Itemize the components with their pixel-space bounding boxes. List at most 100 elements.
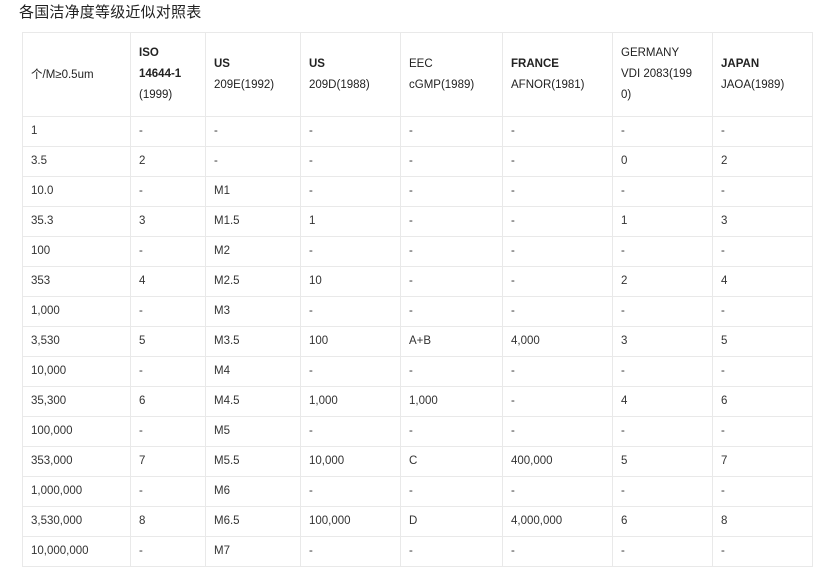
table-cell: - <box>400 266 503 297</box>
column-header-7-line-1: JAOA(1989) <box>721 78 785 91</box>
table-cell: M6 <box>205 476 301 507</box>
table-cell: - <box>205 116 301 147</box>
table-cell: 6 <box>612 506 713 537</box>
table-cell: 2 <box>130 146 206 177</box>
table-cell: - <box>130 416 206 447</box>
column-header-5: FRANCE AFNOR(1981) <box>502 32 613 117</box>
table-cell: - <box>612 356 713 387</box>
row-label-cell: 3.5 <box>22 146 131 177</box>
table-cell: - <box>300 146 401 177</box>
table-cell: 4 <box>130 266 206 297</box>
column-header-6: GERMANY VDI 2083(199 0) <box>612 32 713 117</box>
row-label-cell: 10.0 <box>22 176 131 207</box>
table-row: 10,000- M4- - - - - <box>22 356 813 387</box>
table-cell: 0 <box>612 146 713 177</box>
column-header-5-line-1: AFNOR(1981) <box>511 78 585 91</box>
column-header-6-line-0: GERMANY <box>621 47 680 59</box>
row-label-cell: 3,530,000 <box>22 506 131 537</box>
row-label-cell: 353 <box>22 266 131 297</box>
table-row: 1,000- M3- - - - - <box>22 296 813 327</box>
table-cell: M4 <box>205 356 301 387</box>
table-cell: - <box>712 476 813 507</box>
table-cell: - <box>712 416 813 447</box>
table-cell: - <box>400 416 503 447</box>
table-cell: M1.5 <box>205 206 301 237</box>
table-cell: 1 <box>612 206 713 237</box>
row-label-cell: 353,000 <box>22 446 131 477</box>
row-label-cell: 10,000 <box>22 356 131 387</box>
column-header-6-line-2: 0) <box>621 89 632 101</box>
table-cell: 7 <box>130 446 206 477</box>
table-cell: - <box>130 236 206 267</box>
column-header-1-line-2: (1999) <box>139 89 173 101</box>
table-cell: - <box>712 116 813 147</box>
column-header-4-line-1: cGMP(1989) <box>409 78 475 91</box>
table-row: 3.5 2- - - -0 2 <box>22 146 813 177</box>
table-cell: 100 <box>300 326 401 357</box>
table-cell: - <box>300 296 401 327</box>
table-cell: 8 <box>712 506 813 537</box>
column-header-1: ISO 14644-1 (1999) <box>130 32 206 117</box>
column-header-3-line-1: 209D(1988) <box>309 78 370 91</box>
table-cell: - <box>712 296 813 327</box>
table-cell: - <box>502 206 613 237</box>
column-header-3: US 209D(1988) <box>300 32 401 117</box>
column-header-6-line-1: VDI 2083(199 <box>621 68 692 80</box>
table-cell: - <box>400 476 503 507</box>
table-cell: - <box>130 476 206 507</box>
table-cell: 5 <box>130 326 206 357</box>
row-label-cell: 1 <box>22 116 131 147</box>
row-label-cell: 1,000 <box>22 296 131 327</box>
table-cell: - <box>130 356 206 387</box>
table-cell: 10,000 <box>300 446 401 477</box>
table-row: 35,300 6 M4.5 1,000 1,000-4 6 <box>22 386 813 417</box>
table-cell: - <box>612 416 713 447</box>
column-header-0-line-0: 个/M≥0.5um <box>31 68 94 81</box>
table-cell: - <box>712 236 813 267</box>
table-cell: 4,000,000 <box>502 506 613 537</box>
table-cell: - <box>400 356 503 387</box>
column-header-4: EEC cGMP(1989) <box>400 32 503 117</box>
table-cell: - <box>300 416 401 447</box>
table-cell: - <box>502 266 613 297</box>
column-header-1-line-1: 14644-1 <box>139 68 182 80</box>
table-cell: - <box>400 206 503 237</box>
table-cell: A+B <box>400 326 503 357</box>
row-label-cell: 1,000,000 <box>22 476 131 507</box>
table-row: 35.3 3 M1.5 1- -1 3 <box>22 206 813 237</box>
table-cell: - <box>502 296 613 327</box>
table-cell: - <box>300 476 401 507</box>
table-row: 353 4 M2.5 10- -2 4 <box>22 266 813 297</box>
table-cell: M5.5 <box>205 446 301 477</box>
table-cell: - <box>400 146 503 177</box>
table-cell: 2 <box>712 146 813 177</box>
table-cell: 8 <box>130 506 206 537</box>
table-cell: - <box>300 236 401 267</box>
column-header-7: JAPAN JAOA(1989) <box>712 32 813 117</box>
table-cell: - <box>502 146 613 177</box>
row-label-cell: 100,000 <box>22 416 131 447</box>
table-cell: M1 <box>205 176 301 207</box>
table-cell: 6 <box>712 386 813 417</box>
table-cell: 7 <box>712 446 813 477</box>
table-cell: - <box>612 476 713 507</box>
table-cell: 3 <box>612 326 713 357</box>
table-row: 353,000 7 M5.5 10,000 C 400,000 5 7 <box>22 446 813 477</box>
table-cell: 1,000 <box>400 386 503 417</box>
table-cell: - <box>612 176 713 207</box>
table-cell: C <box>400 446 503 477</box>
table-cell: - <box>502 236 613 267</box>
column-header-1-line-0: ISO <box>139 47 159 59</box>
table-cell: - <box>712 356 813 387</box>
table-cell: - <box>502 476 613 507</box>
cleanroom-comparison-table: 个/M≥0.5um ISO 14644-1 (1999) US 209E(1992) US 2… <box>22 32 813 567</box>
table-cell: - <box>502 176 613 207</box>
table-cell: 100,000 <box>300 506 401 537</box>
table-cell: - <box>712 176 813 207</box>
table-header-row: 个/M≥0.5um ISO 14644-1 (1999) US 209E(1992) US 2… <box>22 32 813 117</box>
table-row: 3,530 5 M3.5 100 A+B 4,000 3 5 <box>22 326 813 357</box>
column-header-2-line-1: 209E(1992) <box>214 78 275 91</box>
table-cell: M3 <box>205 296 301 327</box>
row-label-cell: 35.3 <box>22 206 131 237</box>
table-cell: - <box>502 386 613 417</box>
